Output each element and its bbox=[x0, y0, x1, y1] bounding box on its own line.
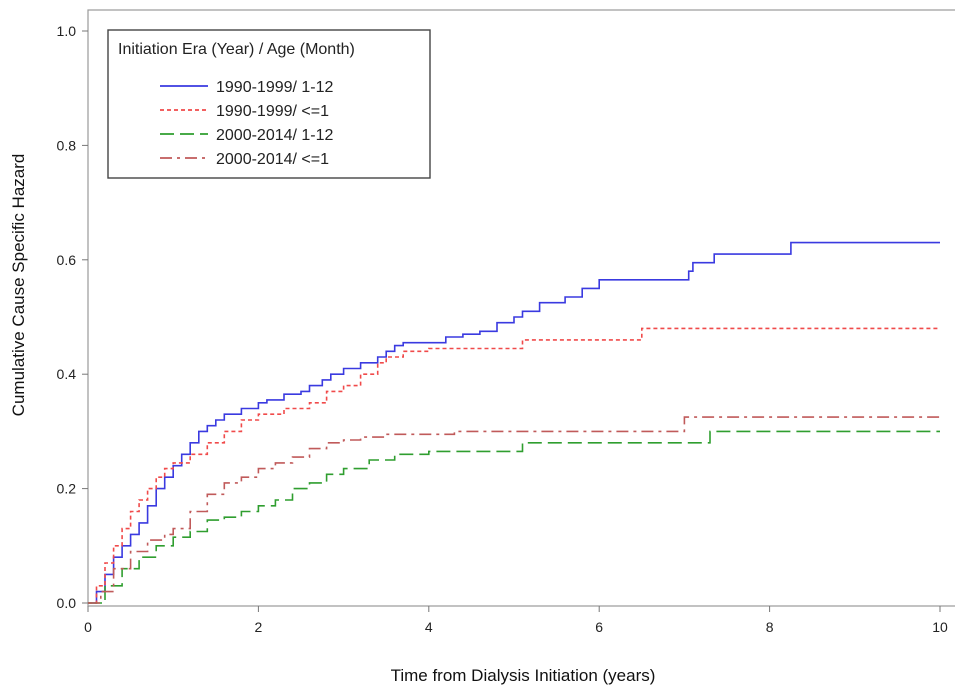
x-tick-label: 2 bbox=[255, 619, 263, 635]
legend-items: 1990-1999/ 1-12 1990-1999/ <=1 2000-2014/ … bbox=[160, 79, 334, 168]
x-axis-title: Time from Dialysis Initiation (years) bbox=[391, 666, 656, 685]
y-tick-label: 1.0 bbox=[57, 23, 77, 39]
series-line-3 bbox=[88, 430, 940, 604]
series-line-1 bbox=[88, 241, 940, 604]
x-tick-label: 8 bbox=[766, 619, 774, 635]
legend-label-4: 2000-2014/ <=1 bbox=[216, 151, 329, 168]
y-axis-title: Cumulative Cause Specific Hazard bbox=[9, 154, 28, 417]
x-tick-label: 0 bbox=[84, 619, 92, 635]
series-line-2 bbox=[88, 327, 940, 604]
plot-frame bbox=[87, 9, 955, 607]
y-tick-label: 0.0 bbox=[57, 595, 77, 611]
y-tick-label: 0.6 bbox=[57, 252, 77, 268]
x-tick-label: 6 bbox=[595, 619, 603, 635]
y-axis: 0.0 0.2 0.4 0.6 0.8 1.0 bbox=[57, 23, 88, 611]
legend-title: Initiation Era (Year) / Age (Month) bbox=[118, 41, 355, 58]
series-line-4 bbox=[88, 416, 940, 604]
x-axis: 0 2 4 6 8 10 bbox=[84, 606, 948, 635]
legend-label-1: 1990-1999/ 1-12 bbox=[216, 79, 334, 96]
legend-label-3: 2000-2014/ 1-12 bbox=[216, 127, 334, 144]
legend: Initiation Era (Year) / Age (Month) 1990… bbox=[107, 29, 431, 179]
legend-box bbox=[107, 29, 431, 179]
y-tick-label: 0.4 bbox=[57, 366, 77, 382]
x-tick-label: 10 bbox=[932, 619, 948, 635]
y-tick-label: 0.8 bbox=[57, 137, 77, 153]
series-layer bbox=[88, 241, 940, 604]
y-tick-label: 0.2 bbox=[57, 481, 77, 497]
x-tick-label: 4 bbox=[425, 619, 433, 635]
legend-label-2: 1990-1999/ <=1 bbox=[216, 103, 329, 120]
